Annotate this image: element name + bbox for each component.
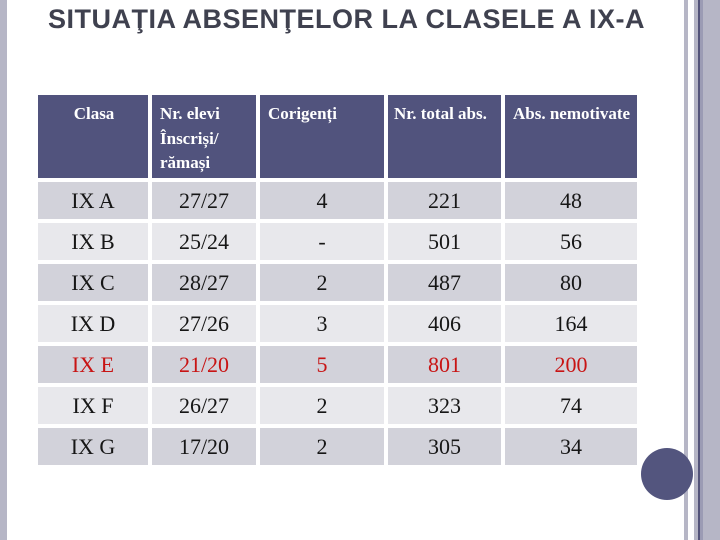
absences-table: Clasa Nr. elevi Înscriși/ rămași Corigen… [38, 95, 637, 465]
table-cell: IX F [38, 387, 148, 424]
table-cell: 74 [505, 387, 637, 424]
table-cell: 2 [260, 387, 384, 424]
right-border-stripe [684, 0, 688, 540]
table-cell: 3 [260, 305, 384, 342]
table-cell: 25/24 [152, 223, 256, 260]
table-cell: 21/20 [152, 346, 256, 383]
table-cell: 406 [388, 305, 501, 342]
table-cell: 48 [505, 182, 637, 219]
table-cell: 80 [505, 264, 637, 301]
table-cell: 221 [388, 182, 501, 219]
page-title: SITUAŢIA ABSENŢELOR LA CLASELE A IX-A [48, 4, 645, 34]
table-cell: 323 [388, 387, 501, 424]
header-cell-corigenti: Corigenți [260, 95, 384, 178]
table-cell: 801 [388, 346, 501, 383]
table-cell: 487 [388, 264, 501, 301]
table-cell: 17/20 [152, 428, 256, 465]
table-cell: 200 [505, 346, 637, 383]
table-cell: 164 [505, 305, 637, 342]
table-cell: IX E [38, 346, 148, 383]
table-cell: 27/26 [152, 305, 256, 342]
table-cell: 28/27 [152, 264, 256, 301]
right-border-stripe-dark [698, 0, 700, 540]
table-cell: 305 [388, 428, 501, 465]
table-cell: 4 [260, 182, 384, 219]
header-cell-nr-elevi: Nr. elevi Înscriși/ rămași [152, 95, 256, 178]
table-cell: 501 [388, 223, 501, 260]
table-cell: 2 [260, 264, 384, 301]
table-cell: - [260, 223, 384, 260]
header-cell-clasa: Clasa [38, 95, 148, 178]
table-cell: 27/27 [152, 182, 256, 219]
table-cell: 2 [260, 428, 384, 465]
header-cell-abs-nemotivate: Abs. nemotivate [505, 95, 637, 178]
right-border-stripe [700, 0, 703, 540]
right-border-stripe [694, 0, 698, 540]
header-cell-nr-total-abs: Nr. total abs. [388, 95, 501, 178]
table-cell: 5 [260, 346, 384, 383]
table-cell: IX B [38, 223, 148, 260]
table-cell: IX D [38, 305, 148, 342]
table-cell: IX C [38, 264, 148, 301]
table-cell: IX A [38, 182, 148, 219]
left-border-stripe [0, 0, 7, 540]
table-cell: IX G [38, 428, 148, 465]
right-border-stripe [703, 0, 720, 540]
circle-decoration [641, 448, 693, 500]
table-cell: 56 [505, 223, 637, 260]
table-cell: 26/27 [152, 387, 256, 424]
table-cell: 34 [505, 428, 637, 465]
